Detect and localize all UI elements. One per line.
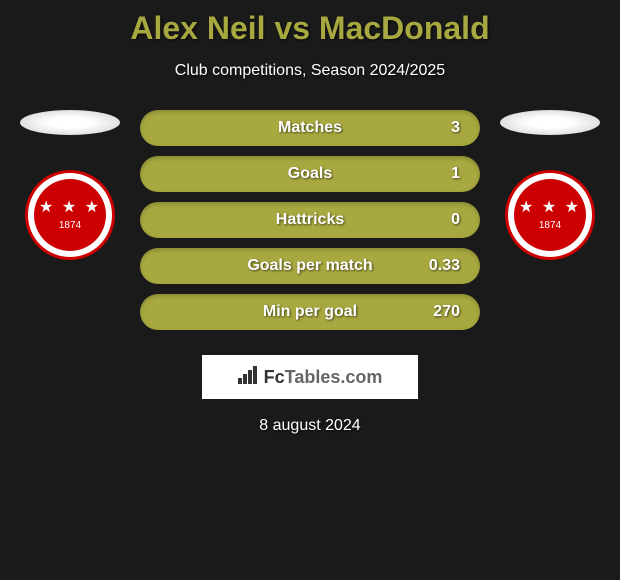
brand-suffix: Tables.com (285, 367, 383, 387)
stats-column: Matches 3 Goals 1 Hattricks 0 Goals per … (140, 110, 480, 340)
star-icon: ★ ★ ★ (39, 200, 101, 216)
chart-icon (238, 366, 260, 389)
stat-value: 270 (433, 303, 460, 321)
stat-label: Hattricks (276, 211, 344, 229)
left-club-badge: ★ ★ ★ 1874 (25, 170, 115, 260)
stat-bar-goals-per-match: Goals per match 0.33 (140, 248, 480, 284)
right-club-badge-inner: ★ ★ ★ 1874 (514, 179, 586, 251)
stat-value: 1 (451, 165, 460, 183)
brand-box[interactable]: FcTables.com (202, 355, 418, 399)
left-player-col: ★ ★ ★ 1874 (20, 110, 120, 260)
stat-bar-hattricks: Hattricks 0 (140, 202, 480, 238)
stat-label: Min per goal (263, 303, 357, 321)
star-icon: ★ ★ ★ (519, 200, 581, 216)
stat-label: Matches (278, 119, 342, 137)
stat-label: Goals (288, 165, 332, 183)
right-player-col: ★ ★ ★ 1874 (500, 110, 600, 260)
date-text: 8 august 2024 (0, 417, 620, 435)
left-avatar-placeholder (20, 110, 120, 135)
stat-value: 3 (451, 119, 460, 137)
right-avatar-placeholder (500, 110, 600, 135)
brand-prefix: Fc (264, 367, 285, 387)
stat-bar-min-per-goal: Min per goal 270 (140, 294, 480, 330)
stat-bar-goals: Goals 1 (140, 156, 480, 192)
main-content: ★ ★ ★ 1874 Matches 3 Goals 1 Hattricks 0… (0, 110, 620, 340)
subtitle: Club competitions, Season 2024/2025 (0, 62, 620, 80)
stat-value: 0 (451, 211, 460, 229)
right-club-badge: ★ ★ ★ 1874 (505, 170, 595, 260)
page-title: Alex Neil vs MacDonald (0, 10, 620, 47)
brand-text: FcTables.com (264, 367, 383, 388)
stat-value: 0.33 (429, 257, 460, 275)
stat-bar-matches: Matches 3 (140, 110, 480, 146)
left-club-badge-inner: ★ ★ ★ 1874 (34, 179, 106, 251)
left-badge-year: 1874 (59, 220, 81, 231)
stat-label: Goals per match (247, 257, 372, 275)
right-badge-year: 1874 (539, 220, 561, 231)
